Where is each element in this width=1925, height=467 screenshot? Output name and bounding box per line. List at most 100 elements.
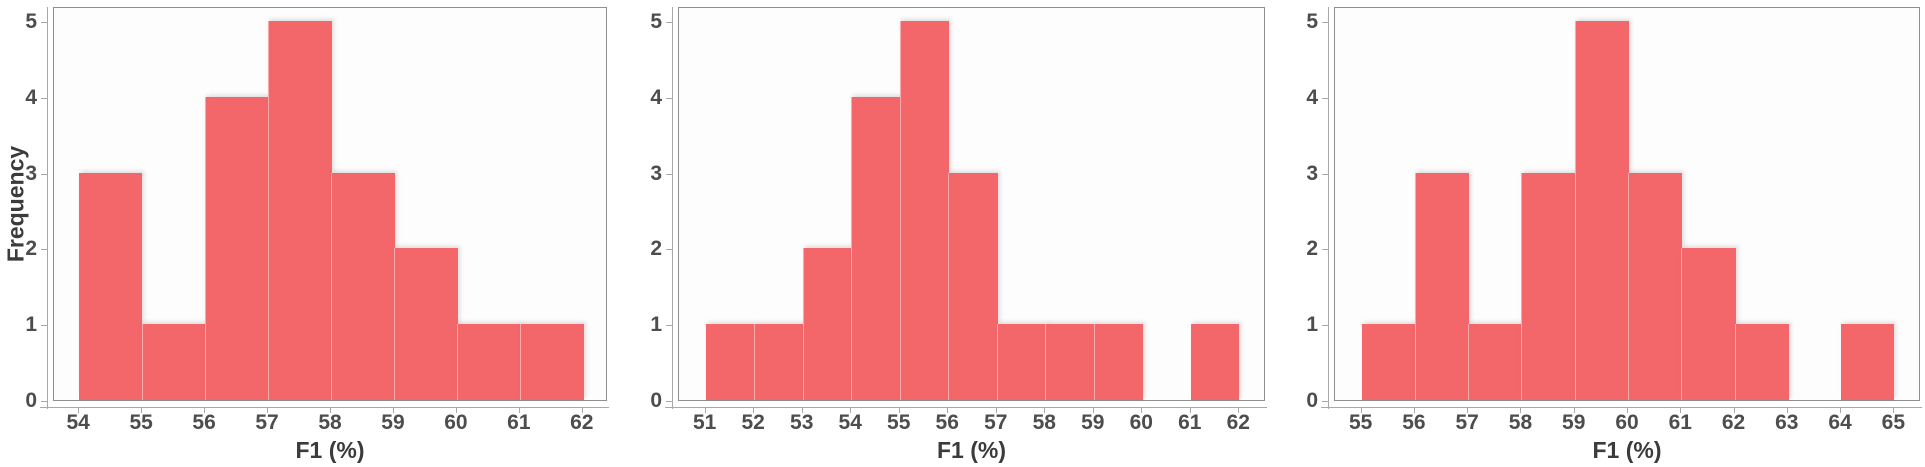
plot-area-1 [53,7,607,401]
y-tick-mark [666,401,672,402]
x-tick-label: 57 [255,411,279,434]
y-tick-mark [666,22,672,24]
x-tick-label: 62 [1226,411,1250,434]
y-tick-label: 1 [25,313,37,337]
histogram-panel-2: F1 (%) 0 1 2 3 4 5 51 52 53 54 55 56 57 58 59 60 61 62 [625,0,1281,467]
histogram-bar [802,248,853,400]
x-tick-mark [1680,407,1682,413]
histogram-bar [456,324,521,400]
y-tick-mark [666,173,672,175]
y-tick-mark [41,173,47,175]
x-tick-label: 55 [1348,411,1373,434]
plot-area-2 [678,7,1265,401]
y-axis-line [672,7,673,409]
plot-area-3 [1334,7,1920,401]
y-tick-label: 4 [25,85,37,109]
x-tick-mark [1520,407,1522,413]
x-tick-mark [141,407,143,413]
y-tick-label: 0 [1306,389,1318,412]
x-tick-label: 57 [984,411,1008,434]
y-tick-mark [1322,173,1328,175]
x-tick-label: 56 [192,411,216,434]
histogram-bar [1574,21,1629,400]
y-tick-mark [41,97,47,99]
x-tick-mark [898,407,900,413]
y-tick-label: 1 [1306,313,1318,337]
x-tick-mark [581,407,583,413]
x-tick-mark [1092,407,1094,413]
histogram-bar [1190,324,1240,400]
y-tick-mark [41,325,47,327]
x-tick-label: 60 [1129,411,1153,434]
x-tick-mark [204,407,206,413]
y-tick-label: 5 [1306,10,1318,34]
x-tick-label: 58 [318,411,342,434]
y-tick-label: 5 [650,10,662,34]
x-tick-mark [267,407,269,413]
histogram-bar [79,172,143,400]
y-tick-label: 2 [1306,237,1318,261]
x-tick-mark [1786,407,1788,413]
histogram-bar [996,324,1047,400]
x-tick-label: 58 [1032,411,1056,434]
histogram-bar [1045,324,1095,400]
x-tick-label: 59 [1081,411,1105,434]
histogram-bar [948,172,998,400]
histogram-bar [1628,172,1683,400]
x-tick-label: 54 [838,411,862,434]
x-tick-mark [1238,407,1240,413]
x-tick-mark [995,407,997,413]
y-tick-mark [1322,401,1328,402]
x-tick-mark [1840,407,1842,413]
x-tick-label: 63 [1775,411,1799,434]
y-tick-label: 4 [1306,85,1318,109]
x-tick-mark [947,407,949,413]
y-axis-line [1328,7,1329,409]
x-tick-label: 56 [1402,411,1426,434]
y-tick-mark [666,249,672,251]
histogram-bar [705,324,755,400]
histogram-bar [1521,172,1576,400]
x-tick-label: 54 [66,411,90,434]
y-tick-label: 3 [650,161,662,185]
x-tick-label: 58 [1508,411,1533,434]
x-tick-mark [392,407,394,413]
x-tick-mark [1733,407,1735,413]
x-tick-label: 61 [1668,411,1692,434]
x-tick-mark [1360,407,1362,413]
y-tick-label: 3 [25,161,37,185]
histogram-bar [331,172,395,400]
x-axis-label: F1 (%) [295,437,365,463]
y-tick-label: 1 [650,313,662,337]
x-tick-label: 64 [1828,411,1852,434]
x-tick-mark [518,407,520,413]
x-tick-mark [1627,407,1628,413]
x-axis-line [1321,407,1922,408]
x-tick-label: 52 [741,411,765,434]
x-tick-label: 60 [1615,411,1639,434]
histogram-bar [268,21,332,400]
y-tick-label: 3 [1306,161,1318,185]
x-tick-mark [1044,407,1046,413]
x-tick-mark [1467,407,1469,413]
x-tick-mark [455,407,457,413]
x-tick-label: 56 [935,411,959,434]
x-tick-label: 55 [887,411,911,434]
y-tick-mark [666,97,672,99]
histogram-bar [851,96,901,400]
x-tick-mark [1413,407,1415,413]
histogram-bar [519,324,584,400]
y-tick-label: 4 [650,85,662,109]
x-tick-mark [753,407,755,413]
y-tick-mark [41,22,47,24]
x-tick-mark [330,407,331,413]
y-tick-label: 2 [25,237,37,261]
histogram-panel-1: Frequency F1 (%) 0 1 2 3 4 5 54 55 56 57 58 59 60 61 6… [0,0,625,467]
x-tick-label: 59 [1562,411,1586,434]
y-tick-label: 5 [25,10,37,34]
y-tick-mark [41,401,47,402]
x-tick-label: 61 [1178,411,1202,434]
y-axis-line [47,7,48,409]
histogram-bar [142,324,207,400]
